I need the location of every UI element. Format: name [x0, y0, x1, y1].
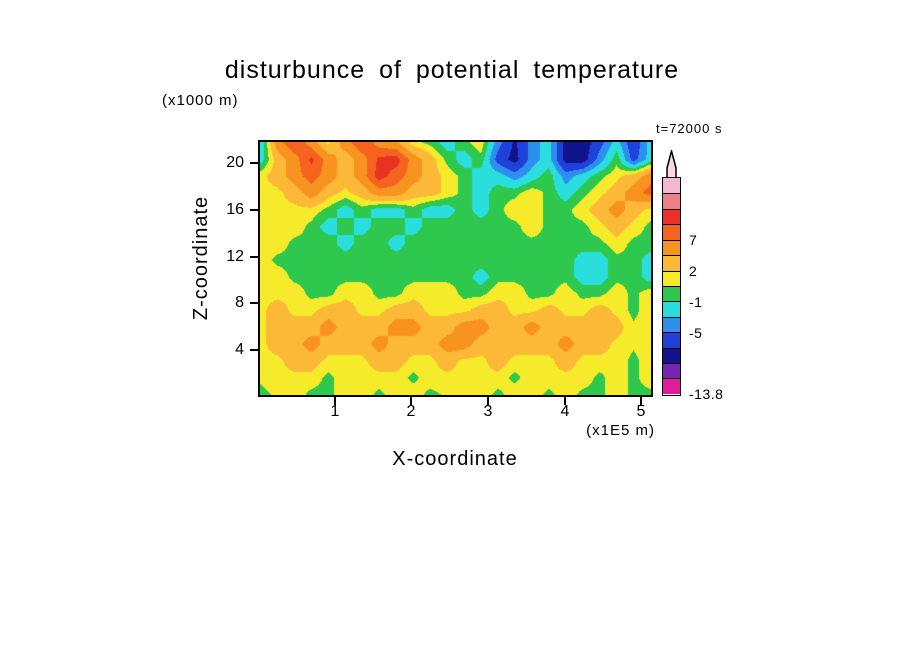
z-tick-label: 4 — [235, 341, 244, 358]
z-tick-label: 16 — [226, 201, 244, 218]
chart-title: disturbunce of potential temperature — [224, 56, 680, 84]
z-tick-label: 12 — [226, 248, 244, 265]
heatmap-canvas — [260, 142, 651, 395]
x-tick-mark — [564, 397, 566, 405]
x-tick-label: 1 — [330, 403, 340, 420]
z-tick-mark — [250, 349, 258, 351]
colorbar-band — [663, 255, 680, 271]
colorbar-band — [663, 208, 680, 225]
x-tick-label: 5 — [636, 403, 646, 420]
colorbar-band — [663, 224, 680, 240]
colorbar-label: -13.8 — [689, 386, 724, 402]
colorbar-label: 7 — [689, 232, 698, 248]
x-tick-label: 2 — [406, 403, 416, 420]
colorbar-band — [663, 239, 680, 256]
x-tick-mark — [334, 397, 336, 405]
colorbar-band — [663, 285, 680, 302]
x-tick-label: 4 — [560, 403, 570, 420]
colorbar-band — [663, 193, 680, 209]
z-axis-label: Z-coordinate — [190, 195, 212, 321]
z-tick-mark — [250, 256, 258, 258]
colorbar-label: -1 — [689, 294, 703, 310]
z-tick-label: 8 — [235, 294, 244, 311]
colorbar-band — [663, 316, 680, 333]
z-tick-mark — [250, 162, 258, 164]
x-tick-mark — [487, 397, 489, 405]
time-annotation: t=72000 s — [656, 121, 723, 136]
colorbar-label: -5 — [689, 325, 703, 341]
colorbar-band — [663, 347, 680, 364]
colorbar-band — [663, 178, 680, 194]
colorbar-band — [663, 301, 680, 317]
colorbar-band — [663, 363, 680, 379]
z-axis-units: (x1000 m) — [162, 92, 239, 109]
x-axis-units: (x1E5 m) — [586, 422, 655, 439]
colorbar-band — [663, 270, 680, 286]
x-axis-label: X-coordinate — [392, 448, 518, 470]
x-tick-label: 3 — [483, 403, 493, 420]
z-tick-mark — [250, 302, 258, 304]
colorbar-arrow-tip — [666, 150, 677, 179]
z-tick-label: 20 — [226, 154, 244, 171]
plot-frame — [258, 140, 653, 397]
x-tick-mark — [640, 397, 642, 405]
colorbar-label: 2 — [689, 263, 698, 279]
colorbar-band — [663, 332, 680, 348]
colorbar — [662, 177, 681, 396]
colorbar-band — [663, 378, 680, 394]
x-tick-mark — [410, 397, 412, 405]
z-tick-mark — [250, 209, 258, 211]
